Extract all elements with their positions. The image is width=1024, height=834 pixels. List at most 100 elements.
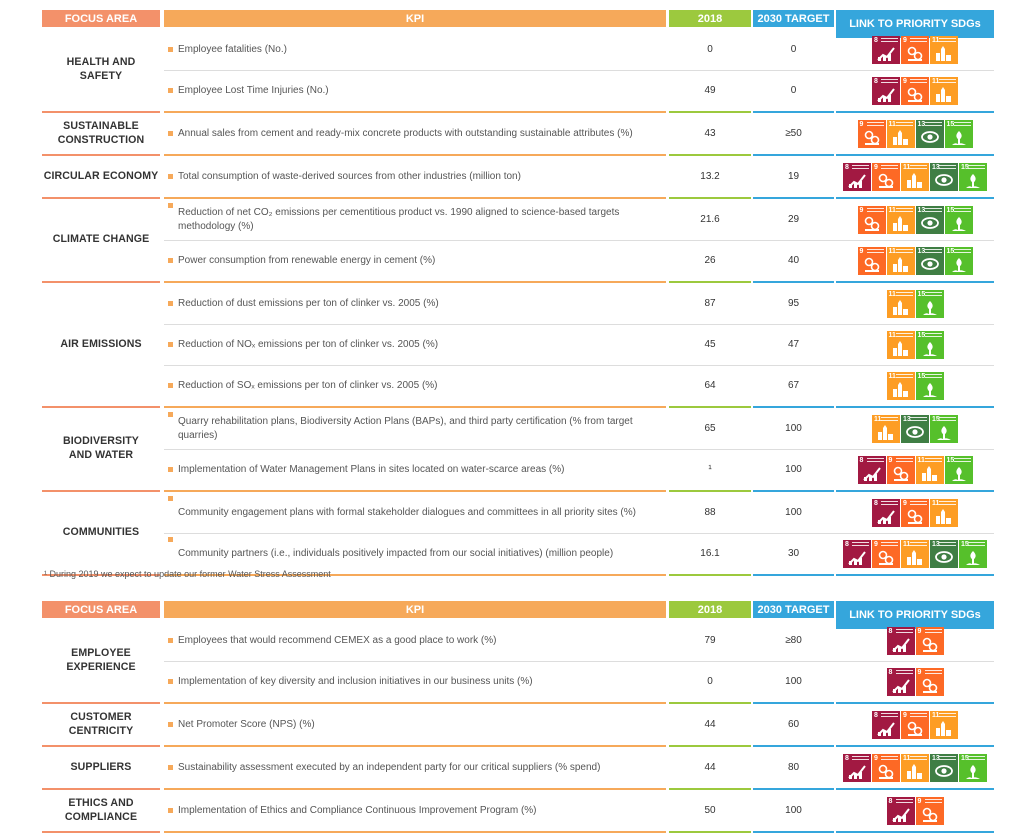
group-divider <box>42 154 160 156</box>
sdg-15-life-on-land-icon: 15 <box>930 414 958 443</box>
focus-area-label: ETHICS AND COMPLIANCE <box>42 790 160 831</box>
group-divider <box>836 197 994 199</box>
sdg-8-decent-work-icon: 8 <box>886 796 915 825</box>
focus-area-text: CIRCULAR ECONOMY <box>43 169 159 182</box>
value-2030-target: ≥80 <box>785 635 802 646</box>
sdg-9-industry-innovation-icon: 9 <box>886 455 915 484</box>
value-2018: 79 <box>704 635 716 646</box>
group-divider <box>164 490 666 492</box>
group-divider <box>753 111 834 113</box>
header-2018: 2018 <box>669 10 751 27</box>
group-divider <box>753 154 834 156</box>
sdg-13-climate-action-icon: 13 <box>915 119 944 148</box>
sdg-13-climate-action-icon: 13 <box>915 205 944 234</box>
sdg-icons: 8 9 11 13 15 <box>836 747 994 788</box>
focus-area-text: CLIMATE CHANGE <box>52 233 150 246</box>
group-divider <box>669 831 751 833</box>
group-divider <box>753 490 834 492</box>
focus-area-text: SUPPLIERS <box>70 760 132 773</box>
kpi-description: Total consumption of waste-derived sourc… <box>178 170 521 182</box>
footnote: ¹ During 2019 we expect to update our fo… <box>44 569 331 579</box>
kpi-cell: Implementation of Water Management Plans… <box>164 449 666 490</box>
kpi-description: Implementation of Water Management Plans… <box>178 463 565 475</box>
sdg-15-life-on-land-icon: 15 <box>959 753 987 782</box>
group-divider <box>42 788 160 790</box>
value-2030-target: 60 <box>787 719 800 730</box>
group-divider <box>836 745 994 747</box>
value-2030-target: 100 <box>785 805 802 816</box>
kpi-cell: Total consumption of waste-derived sourc… <box>164 156 666 197</box>
sdg-11-sustainable-cities-icon: 11 <box>886 205 915 234</box>
bullet-square <box>168 496 173 501</box>
value-2030-target: 100 <box>785 464 802 475</box>
group-divider <box>836 788 994 790</box>
row-divider <box>164 661 994 662</box>
bullet-square <box>168 679 173 684</box>
sdg-13-climate-action-icon: 13 <box>901 414 929 443</box>
value-2030-target: 67 <box>787 380 800 391</box>
focus-area-text: BIODIVERSITY AND WATER <box>63 435 139 461</box>
sdg-icons: 9 11 13 15 <box>836 113 994 154</box>
sdg-11-sustainable-cities-icon: 11 <box>930 76 958 105</box>
sdg-13-climate-action-icon: 13 <box>930 753 958 782</box>
group-divider <box>669 574 751 576</box>
group-divider <box>836 831 994 833</box>
sdg-11-sustainable-cities-icon: 11 <box>886 330 915 359</box>
sdg-11-sustainable-cities-icon: 11 <box>872 414 900 443</box>
group-divider <box>753 574 834 576</box>
header-focus-area: FOCUS AREA <box>42 601 160 618</box>
kpi-description: Implementation of Ethics and Compliance … <box>178 804 537 816</box>
kpi-cell: Community partners (i.e., individuals po… <box>164 533 666 574</box>
group-divider <box>669 111 751 113</box>
group-divider <box>836 574 994 576</box>
header-priority-sdgs: LINK TO PRIORITY SDGs <box>836 10 994 38</box>
kpi-description: Employees that would recommend CEMEX as … <box>178 634 497 646</box>
value-2030-target: 95 <box>787 298 800 309</box>
kpi-table-social: FOCUS AREA KPI 2018 2030 TARGET LINK TO PRIO… <box>42 601 994 833</box>
focus-area-text: CUSTOMER CENTRICITY <box>68 710 134 737</box>
kpi-description: Net Promoter Score (NPS) (%) <box>178 718 315 730</box>
value-2018: 0 <box>707 44 713 55</box>
value-2018: 50 <box>704 805 716 816</box>
sdg-8-decent-work-icon: 8 <box>886 626 915 655</box>
group-divider <box>164 574 666 576</box>
sdg-11-sustainable-cities-icon: 11 <box>930 35 958 64</box>
sdg-15-life-on-land-icon: 15 <box>915 330 944 359</box>
value-2018: 26 <box>704 255 716 266</box>
group-divider <box>753 831 834 833</box>
bullet-square <box>168 765 173 770</box>
kpi-table-environment: FOCUS AREA KPI 2018 2030 TARGET LINK TO PRIO… <box>42 10 994 576</box>
kpi-cell: Reduction of NOₓ emissions per ton of cl… <box>164 324 666 365</box>
sdg-11-sustainable-cities-icon: 11 <box>886 119 915 148</box>
sdg-15-life-on-land-icon: 15 <box>959 162 987 191</box>
row-divider <box>164 240 994 241</box>
group-divider <box>42 702 160 704</box>
kpi-description: Implementation of key diversity and incl… <box>178 675 533 687</box>
value-2030-target: 19 <box>787 171 800 182</box>
group-divider <box>669 490 751 492</box>
kpi-cell: Reduction of net CO₂ emissions per cemen… <box>164 199 666 240</box>
kpi-cell: Community engagement plans with formal s… <box>164 492 666 533</box>
value-2018: 0 <box>707 676 713 687</box>
value-2018: 21.6 <box>700 214 720 225</box>
sdg-15-life-on-land-icon: 15 <box>959 539 987 568</box>
sdg-icons: 8 9 11 <box>836 492 994 533</box>
value-2030-target: 30 <box>787 548 800 559</box>
group-divider <box>753 745 834 747</box>
sdg-13-climate-action-icon: 13 <box>915 246 944 275</box>
sdg-13-climate-action-icon: 13 <box>930 162 958 191</box>
sdg-9-industry-innovation-icon: 9 <box>872 539 900 568</box>
kpi-description: Community engagement plans with formal s… <box>178 506 636 518</box>
header-focus-area: FOCUS AREA <box>42 10 160 27</box>
sdg-9-industry-innovation-icon: 9 <box>915 667 944 696</box>
focus-area-text: EMPLOYEE EXPERIENCE <box>66 647 136 673</box>
group-divider <box>164 406 666 408</box>
group-divider <box>669 788 751 790</box>
sdg-icons: 8 9 11 <box>836 704 994 745</box>
group-divider <box>669 197 751 199</box>
kpi-cell: Employee fatalities (No.) <box>164 29 666 70</box>
kpi-cell: Employees that would recommend CEMEX as … <box>164 620 666 661</box>
focus-area-label: CIRCULAR ECONOMY <box>42 156 160 197</box>
focus-area-label: EMPLOYEE EXPERIENCE <box>42 620 160 702</box>
